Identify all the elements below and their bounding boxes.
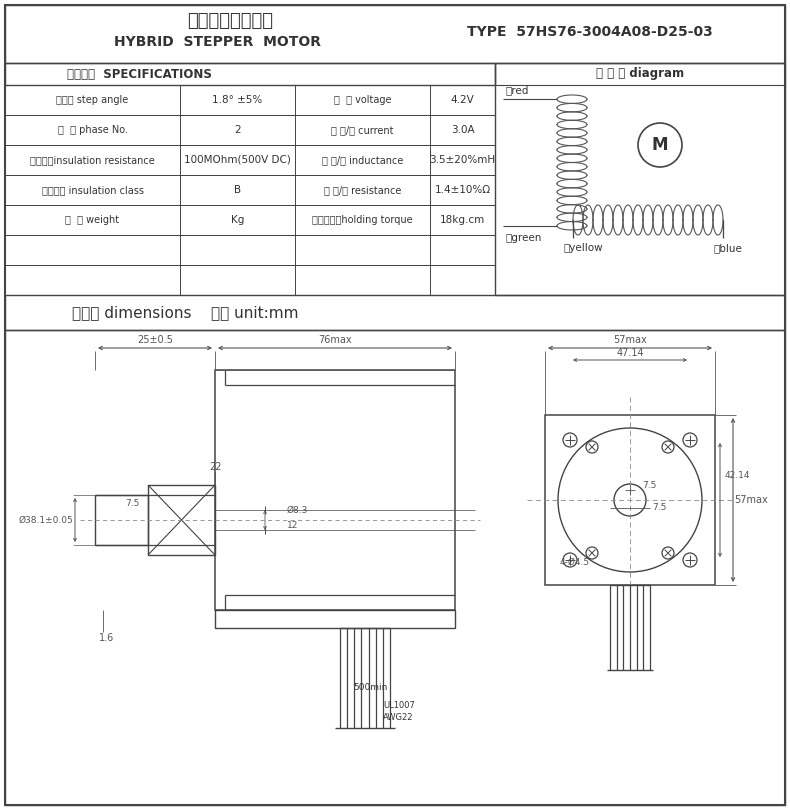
Text: 3.0A: 3.0A bbox=[450, 125, 474, 135]
Text: 电 流/相 current: 电 流/相 current bbox=[331, 125, 393, 135]
Bar bbox=[5, 115, 495, 145]
Text: 7.5: 7.5 bbox=[642, 480, 656, 489]
Text: 42.14: 42.14 bbox=[725, 471, 750, 480]
Text: 57max: 57max bbox=[613, 335, 647, 345]
Bar bbox=[215, 610, 455, 628]
Text: Ø38.1±0.05: Ø38.1±0.05 bbox=[18, 515, 73, 525]
Bar bbox=[545, 415, 715, 585]
Text: 12: 12 bbox=[287, 521, 299, 530]
Text: 100MOhm(500V DC): 100MOhm(500V DC) bbox=[184, 155, 291, 165]
Text: 1.8° ±5%: 1.8° ±5% bbox=[213, 95, 262, 105]
Text: 7.5: 7.5 bbox=[652, 504, 667, 513]
Text: 47.14: 47.14 bbox=[616, 348, 644, 358]
Text: M: M bbox=[652, 136, 668, 154]
Text: 4.2V: 4.2V bbox=[450, 95, 474, 105]
Text: 最大静转矩holding torque: 最大静转矩holding torque bbox=[312, 215, 413, 225]
Text: 绿green: 绿green bbox=[505, 233, 541, 243]
Text: 重  量 weight: 重 量 weight bbox=[66, 215, 119, 225]
Bar bbox=[215, 370, 455, 610]
Bar bbox=[5, 235, 495, 265]
Bar bbox=[5, 295, 785, 330]
Bar bbox=[5, 265, 495, 295]
Text: 2: 2 bbox=[234, 125, 241, 135]
Text: 绝缘电阻insulation resistance: 绝缘电阻insulation resistance bbox=[30, 155, 155, 165]
Text: 7.5: 7.5 bbox=[126, 498, 140, 508]
Text: 500min: 500min bbox=[353, 684, 387, 693]
Bar bbox=[5, 145, 495, 175]
Text: 22: 22 bbox=[209, 462, 221, 472]
Text: HYBRID  STEPPER  MOTOR: HYBRID STEPPER MOTOR bbox=[115, 35, 322, 49]
Bar bbox=[5, 205, 495, 235]
Text: 接 线 图 diagram: 接 线 图 diagram bbox=[596, 67, 684, 80]
Text: 步距角 step angle: 步距角 step angle bbox=[56, 95, 129, 105]
Text: TYPE  57HS76-3004A08-D25-03: TYPE 57HS76-3004A08-D25-03 bbox=[467, 25, 713, 39]
Text: AWG22: AWG22 bbox=[383, 714, 413, 723]
Text: Kg: Kg bbox=[231, 215, 244, 225]
Text: 4-Ø4.5: 4-Ø4.5 bbox=[560, 557, 590, 566]
Text: 1.6: 1.6 bbox=[100, 633, 115, 643]
Text: 25±0.5: 25±0.5 bbox=[137, 335, 173, 345]
Bar bbox=[5, 85, 495, 115]
Text: 18kg.cm: 18kg.cm bbox=[440, 215, 485, 225]
Text: B: B bbox=[234, 185, 241, 195]
Text: 混合式步进电动机: 混合式步进电动机 bbox=[187, 12, 273, 30]
Text: 外形图 dimensions    单位 unit:mm: 外形图 dimensions 单位 unit:mm bbox=[72, 305, 299, 320]
Text: 电 阻/相 resistance: 电 阻/相 resistance bbox=[324, 185, 401, 195]
Bar bbox=[148, 485, 215, 555]
Bar bbox=[95, 495, 148, 545]
Text: 红red: 红red bbox=[505, 85, 529, 95]
Bar bbox=[495, 63, 785, 85]
Text: 黄yellow: 黄yellow bbox=[563, 243, 603, 253]
Bar bbox=[5, 63, 495, 85]
Bar bbox=[5, 5, 785, 63]
Bar bbox=[495, 63, 785, 295]
Text: 绝缘等级 insulation class: 绝缘等级 insulation class bbox=[42, 185, 144, 195]
Text: 蓝blue: 蓝blue bbox=[713, 243, 743, 253]
Text: 电 感/相 inductance: 电 感/相 inductance bbox=[322, 155, 403, 165]
Text: 57max: 57max bbox=[734, 495, 768, 505]
Text: 相  数 phase No.: 相 数 phase No. bbox=[58, 125, 127, 135]
Text: 1.4±10%Ω: 1.4±10%Ω bbox=[435, 185, 491, 195]
Text: UL1007: UL1007 bbox=[383, 701, 415, 710]
Text: Ø8.3: Ø8.3 bbox=[287, 505, 308, 514]
Bar bbox=[5, 330, 785, 805]
Text: 76max: 76max bbox=[318, 335, 352, 345]
Text: 3.5±20%mH: 3.5±20%mH bbox=[430, 155, 495, 165]
Text: 技术参数  SPECIFICATIONS: 技术参数 SPECIFICATIONS bbox=[67, 67, 213, 80]
Text: 电  压 voltage: 电 压 voltage bbox=[333, 95, 391, 105]
Bar bbox=[5, 175, 495, 205]
